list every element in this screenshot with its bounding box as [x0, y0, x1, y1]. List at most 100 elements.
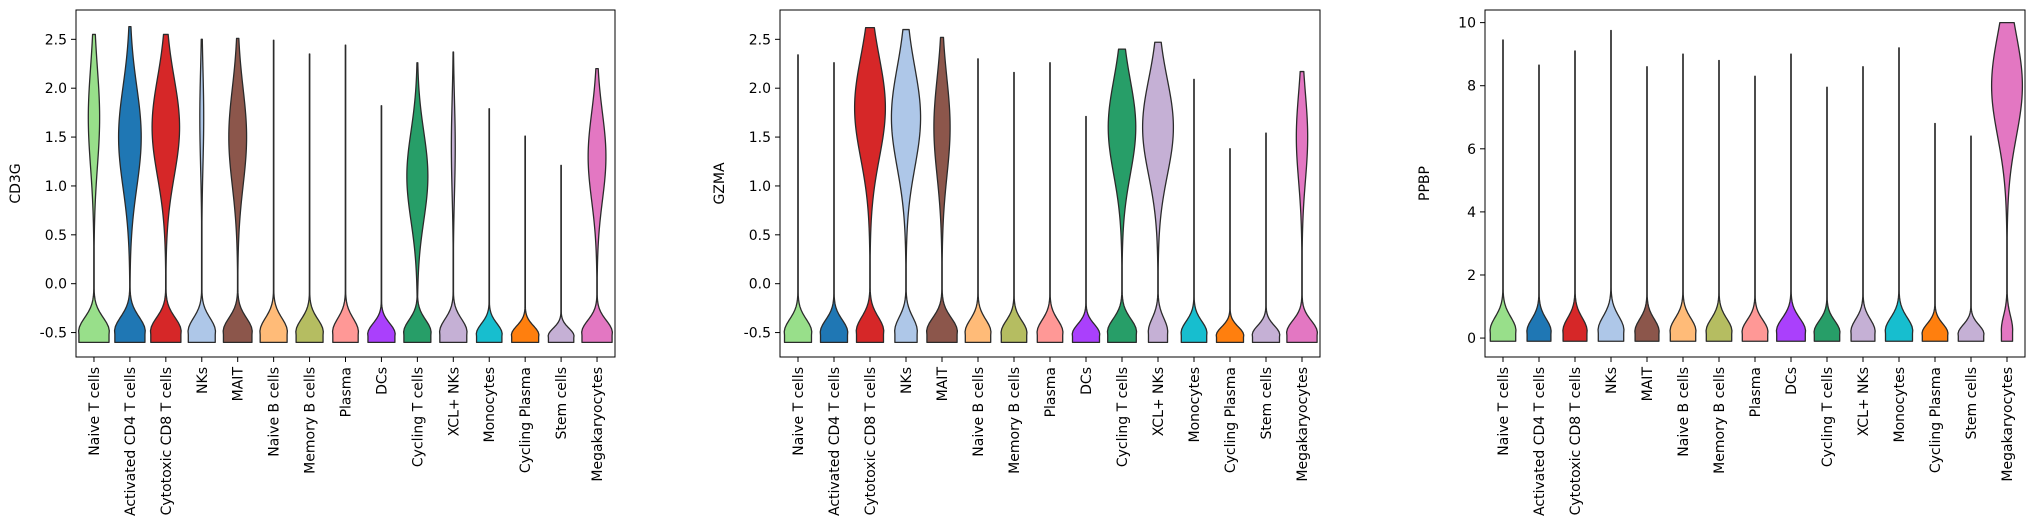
x-tick-label: NKs — [195, 367, 211, 394]
y-tick-label: 0.0 — [749, 277, 771, 293]
x-tick-label: Stem cells — [554, 367, 570, 439]
violin-cytotoxic-cd8-t-cells — [1562, 50, 1588, 342]
y-tick-label: 8 — [1467, 79, 1476, 95]
violin-cycling-t-cells — [1813, 86, 1841, 342]
violin-panel-gzma: Naive T cells Activated CD4 T cells Cytoto… — [712, 9, 1321, 516]
violin-stem-cells — [1251, 132, 1281, 343]
violin-xcl-nks — [1141, 41, 1175, 343]
violin-mait — [925, 36, 959, 343]
violin-dcs — [1775, 53, 1807, 342]
violin-activated-cd4-t-cells — [1526, 64, 1552, 342]
violin-memory-b-cells — [1705, 59, 1733, 342]
x-tick-label: Cycling T cells — [410, 367, 426, 467]
violin-nks — [1597, 29, 1625, 342]
x-tick-label: Cytotoxic CD8 T cells — [863, 367, 879, 515]
x-tick-label: Memory B cells — [1712, 367, 1728, 474]
y-tick-label: 2.5 — [749, 32, 771, 48]
x-tick-label: Cycling Plasma — [1223, 367, 1239, 473]
violin-activated-cd4-t-cells — [113, 25, 146, 343]
x-tick-label: DCs — [374, 367, 390, 395]
x-tick-label: Stem cells — [1259, 367, 1275, 439]
y-tick-label: 1.5 — [45, 130, 67, 146]
x-tick-label: Cycling T cells — [1115, 367, 1131, 467]
violin-naive-t-cells — [77, 33, 110, 343]
x-tick-label: Naive T cells — [87, 367, 103, 456]
x-tick-label: XCL+ NKs — [1856, 367, 1872, 436]
y-tick-label: 1.5 — [749, 130, 771, 146]
y-tick-label: -0.5 — [744, 326, 771, 342]
x-tick-label: Megakaryocytes — [590, 367, 606, 482]
x-tick-label: Activated CD4 T cells — [1532, 367, 1548, 516]
violin-mait — [222, 37, 253, 343]
violin-naive-t-cells — [783, 54, 813, 343]
x-tick-label: Naive B cells — [1676, 367, 1692, 457]
violin-memory-b-cells — [295, 53, 324, 343]
violin-panel-ppbp: Naive T cells Activated CD4 T cells Cytoto… — [1417, 9, 2026, 516]
x-tick-label: Naive T cells — [1496, 367, 1512, 456]
x-tick-label: DCs — [1079, 367, 1095, 395]
violin-naive-b-cells — [259, 39, 289, 343]
y-tick-label: 2.5 — [45, 32, 67, 48]
y-axis-label: PPBP — [1417, 166, 1433, 201]
violin-stem-cells — [547, 164, 575, 343]
x-tick-label: Monocytes — [482, 367, 498, 442]
violin-panel-cd3g: Naive T cells Activated CD4 T cells Cytoto… — [8, 9, 616, 516]
x-tick-label: Naive B cells — [971, 367, 987, 457]
x-tick-label: MAIT — [935, 367, 951, 402]
x-tick-label: Cytotoxic CD8 T cells — [1568, 367, 1584, 515]
violin-plasma — [1741, 75, 1769, 342]
x-tick-label: Monocytes — [1892, 367, 1908, 442]
violin-plasma — [1036, 62, 1064, 343]
x-tick-label: Activated CD4 T cells — [827, 367, 843, 516]
violin-cycling-t-cells — [402, 62, 432, 343]
x-tick-label: Activated CD4 T cells — [123, 367, 139, 516]
x-tick-label: XCL+ NKs — [446, 367, 462, 436]
violin-cycling-t-cells — [1106, 48, 1138, 343]
x-tick-label: Cycling T cells — [1820, 367, 1836, 467]
y-tick-label: 1.0 — [749, 179, 771, 195]
violin-nks — [890, 28, 922, 343]
y-tick-label: 4 — [1467, 205, 1476, 221]
x-tick-label: Plasma — [1043, 367, 1059, 417]
x-tick-label: Memory B cells — [303, 367, 319, 474]
x-tick-label: Monocytes — [1187, 367, 1203, 442]
violin-monocytes — [1884, 47, 1914, 342]
x-tick-label: NKs — [899, 367, 915, 394]
violin-stem-cells — [1957, 135, 1985, 342]
violin-cycling-plasma — [510, 135, 540, 343]
x-tick-label: Naive B cells — [267, 367, 283, 457]
violin-cycling-plasma — [1921, 122, 1949, 342]
y-axis-label: CD3G — [8, 163, 24, 203]
x-tick-label: Cycling Plasma — [1928, 367, 1944, 473]
x-tick-label: NKs — [1604, 367, 1620, 394]
y-tick-label: 0.5 — [45, 228, 67, 244]
violin-dcs — [367, 105, 396, 343]
x-tick-label: Cycling Plasma — [518, 367, 534, 473]
violin-monocytes — [1180, 78, 1208, 343]
violin-megakaryocytes — [581, 68, 614, 343]
x-tick-label: Plasma — [1748, 367, 1764, 417]
y-tick-label: 0.0 — [45, 277, 67, 293]
y-tick-label: 1.0 — [45, 179, 67, 195]
y-tick-label: 2.0 — [45, 81, 67, 97]
x-tick-label: Naive T cells — [791, 367, 807, 456]
y-tick-label: 0 — [1467, 331, 1476, 347]
violin-activated-cd4-t-cells — [819, 62, 849, 343]
axes-frame — [779, 9, 1321, 358]
y-axis-label: GZMA — [712, 162, 728, 205]
violin-naive-t-cells — [1489, 39, 1517, 342]
axes-frame — [1484, 9, 2026, 358]
x-tick-label: XCL+ NKs — [1151, 367, 1167, 436]
x-tick-label: MAIT — [1640, 367, 1656, 402]
axes-frame — [75, 9, 616, 358]
x-tick-label: Megakaryocytes — [1295, 367, 1311, 482]
x-tick-label: Plasma — [339, 367, 355, 417]
violin-cytotoxic-cd8-t-cells — [149, 33, 182, 343]
y-tick-label: 0.5 — [749, 228, 771, 244]
violin-cycling-plasma — [1215, 148, 1245, 343]
y-tick-label: 2 — [1467, 268, 1476, 284]
x-tick-label: DCs — [1784, 367, 1800, 395]
violin-monocytes — [475, 108, 503, 343]
violin-megakaryocytes — [1990, 21, 2024, 342]
